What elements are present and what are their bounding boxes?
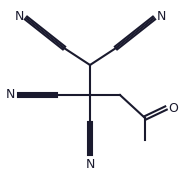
Text: N: N xyxy=(156,11,166,24)
Text: O: O xyxy=(168,102,178,115)
Text: N: N xyxy=(85,158,95,171)
Text: N: N xyxy=(14,11,24,24)
Text: N: N xyxy=(5,89,15,102)
